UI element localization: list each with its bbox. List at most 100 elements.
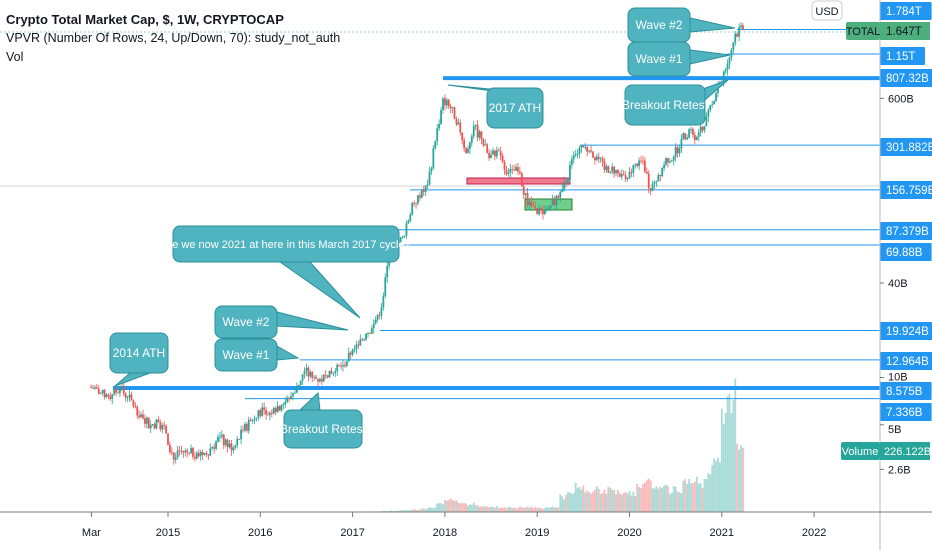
- candle-body: [668, 161, 671, 163]
- callout-pointer: [278, 261, 361, 319]
- chart-legend: Crypto Total Market Cap, $, 1W, CRYPTOCA…: [6, 10, 340, 67]
- candle-body: [142, 414, 144, 419]
- volume-bar: [590, 493, 592, 512]
- candle-body: [420, 189, 423, 198]
- currency-badge: USD: [815, 6, 838, 18]
- candle-body: [611, 166, 614, 172]
- callout-box[interactable]: [214, 305, 278, 339]
- volume-bar: [557, 507, 560, 512]
- candle-body: [684, 133, 687, 140]
- volume-bar: [728, 393, 731, 512]
- price-tick-label: 5B: [888, 424, 901, 436]
- volume-bar: [611, 489, 614, 512]
- resistance-zone[interactable]: [466, 177, 571, 185]
- volume-bar: [738, 449, 741, 512]
- candle-body: [126, 397, 129, 398]
- price-tick-label: 600B: [888, 93, 914, 105]
- candle-body: [686, 137, 689, 140]
- volume-bar: [717, 457, 719, 512]
- candle-body: [622, 174, 625, 176]
- volume-bar: [392, 510, 394, 512]
- candle-body: [726, 63, 729, 70]
- candle-body: [515, 167, 517, 171]
- candle-body: [678, 148, 681, 154]
- support-zone[interactable]: [524, 198, 573, 211]
- candle-body: [222, 434, 225, 446]
- volume-bar: [609, 487, 612, 512]
- volume-bar: [401, 510, 404, 512]
- callout-box[interactable]: [109, 332, 169, 374]
- candle-body: [732, 42, 735, 50]
- candle-body: [365, 333, 367, 340]
- candle-body: [693, 135, 696, 141]
- candle-body: [403, 235, 406, 237]
- volume-bar: [578, 486, 581, 512]
- callout-box[interactable]: [627, 41, 691, 77]
- candle-body: [522, 186, 525, 195]
- volume-bar: [409, 510, 412, 512]
- volume-bar: [428, 507, 431, 512]
- volume-bar: [634, 496, 637, 512]
- candle-body: [695, 137, 698, 141]
- candle-body: [592, 151, 594, 158]
- volume-bar: [626, 493, 629, 512]
- candle-body: [313, 376, 316, 378]
- currency-button[interactable]: [811, 0, 843, 21]
- callout-box[interactable]: [486, 87, 544, 129]
- callout-box[interactable]: [624, 84, 706, 126]
- volume-badge: Volume: [842, 446, 879, 458]
- candle-body: [563, 181, 566, 190]
- candle-body: [215, 441, 217, 449]
- volume-bar: [730, 412, 733, 512]
- candle-body: [101, 390, 104, 394]
- price-level-label-bg: [880, 322, 932, 340]
- volume-bar: [647, 478, 650, 512]
- candle-body: [357, 344, 360, 346]
- candle-body: [265, 409, 267, 415]
- candle-body: [122, 385, 125, 394]
- candle-body: [484, 144, 487, 146]
- volume-bar: [680, 493, 683, 512]
- volume-bar: [545, 506, 548, 512]
- candle-body: [440, 109, 442, 124]
- volume-bar: [697, 483, 700, 512]
- candle-body: [492, 150, 494, 155]
- candle-body: [645, 171, 648, 174]
- candle-body: [161, 425, 164, 430]
- candle-body: [295, 386, 298, 393]
- volume-bar: [397, 510, 400, 512]
- volume-indicator-label[interactable]: Vol: [6, 50, 24, 64]
- volume-bar: [422, 508, 425, 512]
- candle-body: [134, 406, 137, 407]
- callout-box[interactable]: [172, 225, 400, 263]
- candle-body: [211, 447, 214, 449]
- candle-body: [240, 429, 242, 440]
- callout-text: Breakout Retest: [622, 98, 709, 112]
- candle-body: [493, 150, 496, 157]
- candle-body: [703, 125, 706, 131]
- candle-body: [474, 124, 477, 126]
- callout-box[interactable]: [214, 338, 278, 372]
- volume-bar: [520, 506, 523, 512]
- volume-bar: [709, 474, 712, 512]
- volume-bar: [584, 492, 587, 512]
- volume-bar: [480, 506, 483, 512]
- candle-body: [470, 136, 473, 143]
- callout-box[interactable]: [283, 409, 363, 449]
- current-volume-label-bg: [880, 442, 930, 460]
- candle-body: [386, 265, 389, 278]
- vpvr-indicator-label[interactable]: VPVR (Number Of Rows, 24, Up/Down, 70): …: [6, 31, 341, 45]
- candle-body: [705, 116, 708, 126]
- candle-body: [178, 450, 181, 452]
- candle-body: [667, 158, 669, 163]
- price-tick-label: 2.6B: [888, 464, 911, 476]
- symbol-title[interactable]: Crypto Total Market Cap, $, 1W, CRYPTOCA…: [6, 12, 284, 27]
- candle-body: [90, 387, 92, 389]
- candle-body: [174, 457, 177, 460]
- volume-bar: [465, 503, 467, 512]
- candle-body: [344, 365, 346, 367]
- candle-body: [436, 128, 439, 142]
- candle-body: [468, 142, 471, 149]
- candle-body: [132, 400, 135, 407]
